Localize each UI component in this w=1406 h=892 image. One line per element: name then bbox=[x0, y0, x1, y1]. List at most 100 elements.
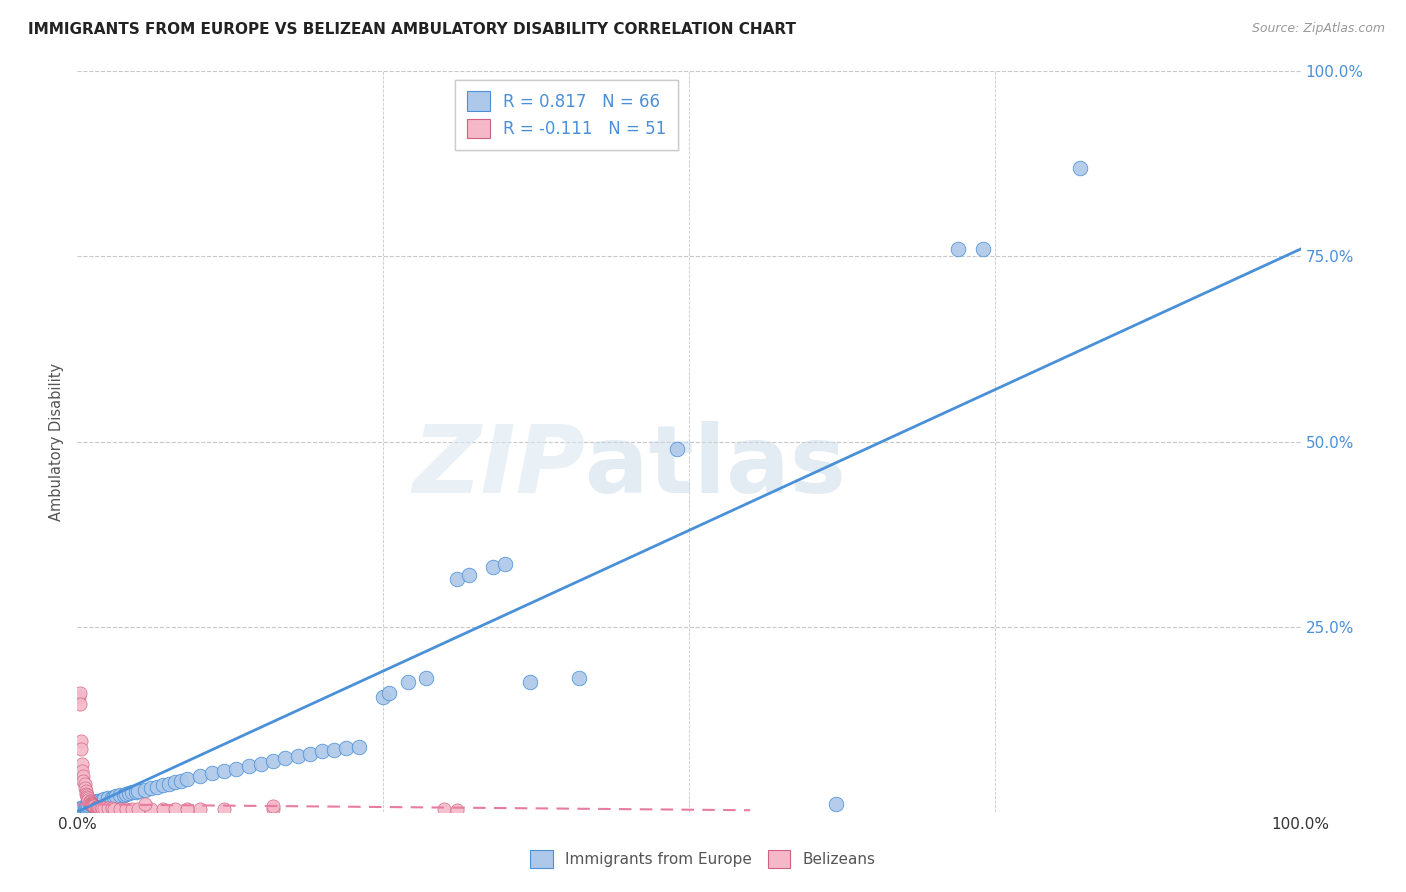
Point bbox=[80, 798, 103, 813]
Point bbox=[69, 802, 91, 816]
Point bbox=[72, 769, 94, 783]
Text: ZIP: ZIP bbox=[412, 421, 585, 514]
Point bbox=[165, 803, 187, 817]
Point bbox=[139, 780, 162, 795]
Point bbox=[77, 798, 100, 813]
Point bbox=[134, 797, 156, 812]
Point bbox=[70, 764, 93, 778]
Point bbox=[212, 803, 235, 817]
Point bbox=[69, 686, 91, 700]
Point bbox=[115, 802, 138, 816]
Point bbox=[519, 675, 541, 690]
Point bbox=[77, 791, 100, 805]
Point bbox=[170, 773, 193, 788]
Point bbox=[188, 769, 211, 783]
Point bbox=[482, 560, 505, 574]
Point bbox=[262, 798, 284, 813]
Point bbox=[83, 798, 105, 813]
Point bbox=[76, 789, 98, 804]
Point bbox=[100, 801, 122, 815]
Point bbox=[157, 776, 180, 790]
Point bbox=[188, 803, 211, 817]
Point bbox=[100, 790, 122, 805]
Point bbox=[108, 802, 131, 816]
Point bbox=[323, 742, 346, 756]
Point bbox=[118, 786, 141, 800]
Point bbox=[946, 242, 969, 256]
Point bbox=[176, 772, 198, 786]
Point bbox=[225, 762, 247, 776]
Point bbox=[568, 672, 591, 686]
Point bbox=[347, 739, 370, 754]
Point bbox=[70, 756, 93, 771]
Point bbox=[824, 797, 846, 812]
Point bbox=[415, 672, 437, 686]
Point bbox=[103, 802, 125, 816]
Point bbox=[1069, 161, 1091, 175]
Point bbox=[134, 782, 156, 797]
Point bbox=[121, 785, 143, 799]
Point bbox=[103, 789, 125, 804]
Point bbox=[84, 799, 107, 814]
Point bbox=[446, 803, 468, 817]
Point bbox=[97, 791, 120, 805]
Point bbox=[105, 789, 128, 804]
Point bbox=[298, 747, 321, 761]
Point bbox=[97, 801, 120, 815]
Point bbox=[201, 766, 224, 780]
Point bbox=[73, 780, 96, 795]
Point bbox=[80, 797, 103, 811]
Point bbox=[70, 801, 93, 815]
Point bbox=[86, 799, 108, 814]
Point bbox=[128, 802, 150, 816]
Point bbox=[77, 793, 100, 807]
Point bbox=[76, 789, 98, 803]
Point bbox=[67, 690, 90, 704]
Point bbox=[90, 793, 112, 807]
Point bbox=[90, 800, 112, 814]
Point bbox=[176, 803, 198, 817]
Point bbox=[495, 557, 517, 571]
Point bbox=[76, 798, 98, 813]
Point bbox=[70, 801, 93, 815]
Point bbox=[79, 797, 101, 812]
Point bbox=[457, 567, 479, 582]
Point bbox=[89, 800, 111, 814]
Point bbox=[79, 794, 101, 808]
Point bbox=[115, 787, 138, 801]
Point bbox=[87, 800, 110, 814]
Point bbox=[93, 792, 115, 806]
Point bbox=[212, 764, 235, 778]
Point bbox=[69, 698, 91, 712]
Point bbox=[84, 795, 107, 809]
Point bbox=[446, 572, 468, 586]
Y-axis label: Ambulatory Disability: Ambulatory Disability bbox=[49, 362, 65, 521]
Point bbox=[238, 759, 260, 773]
Point bbox=[82, 798, 104, 813]
Point bbox=[371, 690, 394, 704]
Point bbox=[139, 802, 162, 816]
Point bbox=[86, 794, 108, 808]
Point bbox=[93, 801, 115, 815]
Point bbox=[287, 749, 309, 764]
Point bbox=[72, 773, 94, 788]
Point bbox=[73, 799, 96, 814]
Point bbox=[79, 795, 101, 809]
Point bbox=[73, 776, 96, 790]
Text: atlas: atlas bbox=[585, 421, 846, 514]
Point bbox=[152, 778, 174, 792]
Legend: R = 0.817   N = 66, R = -0.111   N = 51: R = 0.817 N = 66, R = -0.111 N = 51 bbox=[456, 79, 678, 150]
Point bbox=[89, 794, 111, 808]
Point bbox=[396, 675, 419, 690]
Point bbox=[75, 799, 97, 814]
Point bbox=[335, 741, 357, 756]
Point bbox=[75, 784, 97, 798]
Point bbox=[274, 751, 297, 765]
Point bbox=[82, 796, 104, 810]
Point bbox=[121, 802, 143, 816]
Text: Source: ZipAtlas.com: Source: ZipAtlas.com bbox=[1251, 22, 1385, 36]
Point bbox=[665, 442, 688, 456]
Point bbox=[378, 686, 401, 700]
Point bbox=[146, 780, 169, 794]
Point bbox=[108, 789, 131, 803]
